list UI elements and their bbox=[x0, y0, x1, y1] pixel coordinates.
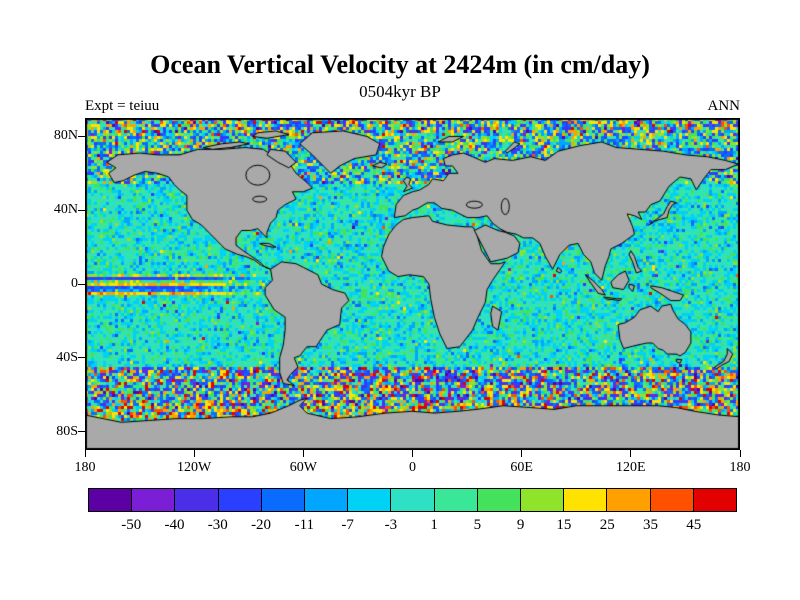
lon-tick-mark bbox=[302, 450, 304, 457]
colorbar-segment bbox=[564, 489, 608, 511]
colorbar-segment bbox=[650, 489, 694, 511]
colorbar-tick-label: 15 bbox=[556, 517, 572, 533]
world-map-canvas bbox=[85, 118, 740, 450]
lat-tick-label: 0 bbox=[71, 276, 78, 291]
lon-tick-label: 60W bbox=[289, 460, 317, 475]
colorbar-tick-label: 45 bbox=[686, 517, 702, 533]
lat-tick-mark bbox=[78, 209, 85, 211]
colorbar-tick-label: 5 bbox=[473, 517, 482, 533]
colorbar-segment bbox=[261, 489, 306, 511]
colorbar-segment bbox=[521, 489, 565, 511]
colorbar-labels: -50 -40 -30 -20 -11 -7 -3 1 5 9 15 25 35 45 bbox=[88, 517, 737, 537]
lat-tick-mark bbox=[78, 431, 85, 433]
lon-tick-mark bbox=[412, 450, 413, 457]
lat-tick-label: 40N bbox=[53, 202, 78, 218]
lon-tick-mark bbox=[84, 450, 86, 457]
colorbar-tick-label: -7 bbox=[341, 517, 354, 533]
lon-tick-mark bbox=[521, 450, 523, 457]
lon-tick-label: 0 bbox=[409, 460, 416, 475]
lon-tick-mark bbox=[630, 450, 632, 457]
colorbar-segment bbox=[89, 489, 133, 511]
colorbar-tick-label: -40 bbox=[164, 517, 185, 533]
colorbar-segment bbox=[175, 489, 219, 511]
colorbar-segment bbox=[348, 489, 392, 511]
lon-tick-mark bbox=[739, 450, 741, 457]
colorbar-tick-label: 35 bbox=[642, 517, 658, 533]
lat-tick-mark bbox=[78, 283, 85, 285]
colorbar-segment bbox=[693, 489, 737, 511]
lon-tick-label: 120E bbox=[616, 460, 646, 475]
colorbar-tick-label: -20 bbox=[251, 517, 272, 533]
figure-subtitle: 0504kyr BP bbox=[359, 82, 441, 101]
colorbar-segment bbox=[391, 489, 435, 511]
colorbar-segment bbox=[607, 489, 651, 511]
lat-tick-label: 80N bbox=[53, 128, 78, 144]
experiment-label: Expt = teiuu bbox=[85, 98, 160, 114]
colorbar-tick-label: -3 bbox=[384, 517, 398, 533]
colorbar-segment bbox=[477, 489, 522, 511]
colorbar-tick-label: 25 bbox=[599, 517, 615, 533]
colorbar-tick-label: -11 bbox=[294, 517, 315, 533]
colorbar-tick-label: -50 bbox=[121, 517, 142, 533]
lon-tick-mark bbox=[193, 450, 195, 457]
lat-tick-label: 40S bbox=[56, 349, 78, 365]
lat-tick-label: 80S bbox=[56, 423, 78, 439]
colorbar-tick-label: -30 bbox=[207, 517, 228, 533]
colorbar-segment bbox=[218, 489, 262, 511]
lat-tick-mark bbox=[78, 357, 85, 359]
colorbar-segment bbox=[434, 489, 478, 511]
colorbar-segment bbox=[305, 489, 349, 511]
colorbar-tick-label: 1 bbox=[430, 517, 438, 533]
lon-tick-label: 180 bbox=[74, 460, 96, 475]
colorbar bbox=[88, 488, 737, 512]
page-title: Ocean Vertical Velocity at 2424m (in cm/… bbox=[150, 50, 650, 79]
season-label: ANN bbox=[707, 98, 741, 114]
colorbar-tick-label: 9 bbox=[516, 517, 525, 533]
lon-tick-label: 180 bbox=[729, 460, 751, 475]
lon-tick-label: 120W bbox=[177, 460, 212, 475]
lon-tick-label: 60E bbox=[510, 460, 533, 475]
lat-tick-mark bbox=[78, 135, 85, 137]
colorbar-segment bbox=[132, 489, 176, 511]
